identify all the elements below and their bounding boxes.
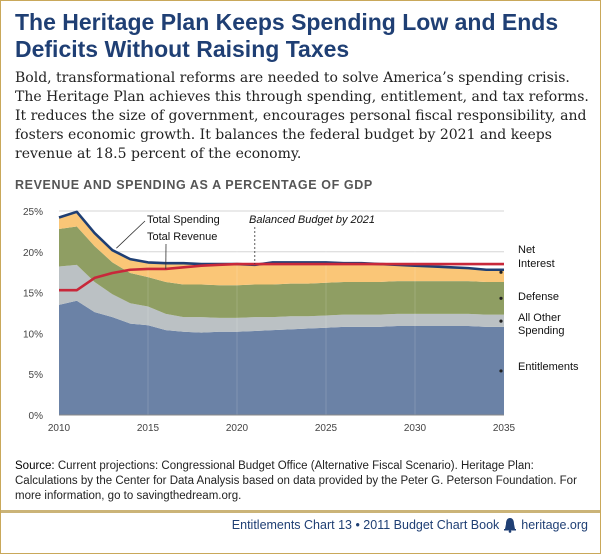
- chart-heading: REVENUE AND SPENDING AS A PERCENTAGE OF …: [15, 178, 373, 192]
- intro-paragraph: Bold, transformational reforms are neede…: [15, 70, 589, 162]
- source-note: Source: Current projections: Congression…: [15, 459, 595, 504]
- x-tick-label-2010: 2010: [48, 423, 71, 434]
- y-tick-label-0: 0%: [29, 411, 44, 422]
- page-title: The Heritage Plan Keeps Spending Low and…: [15, 9, 559, 62]
- line-total-revenue: [59, 262, 504, 292]
- heritage-link[interactable]: heritage.org: [521, 518, 588, 532]
- total-spending-leader: [116, 220, 146, 249]
- total-revenue-label: Total Revenue: [147, 231, 217, 243]
- liberty-bell-icon: [504, 518, 517, 533]
- area-net-interest: [59, 211, 504, 286]
- area-chart: 0% 5% 10% 15% 20% 25% 2010 2015 2020 2025 2030 2035…: [23, 207, 579, 434]
- source-text: Current projections: Congressional Budge…: [15, 460, 577, 502]
- net-interest-label-line2: Interest: [518, 258, 555, 270]
- axes: 0% 5% 10% 15% 20% 25% 2010 2015 2020 2025 2030 2035: [23, 207, 516, 434]
- defense-dot: [499, 296, 503, 300]
- x-tick-label-2015: 2015: [137, 423, 160, 434]
- x-tick-label-2025: 2025: [315, 423, 338, 434]
- other-spending-label-line2: Spending: [518, 325, 565, 337]
- y-tick-label-5: 5%: [29, 370, 44, 381]
- area-defense: [59, 226, 504, 318]
- entitlements-label: Entitlements: [518, 361, 579, 373]
- y-tick-label-15: 15%: [23, 289, 43, 300]
- footer: Entitlements Chart 13 • 2011 Budget Char…: [232, 517, 588, 533]
- other-spending-dot: [499, 319, 503, 323]
- x-tick-label-2030: 2030: [404, 423, 427, 434]
- x-tick-label-2035: 2035: [493, 423, 516, 434]
- area-entitlements: [59, 300, 504, 415]
- source-label: Source:: [15, 460, 55, 472]
- x-tick-label-2020: 2020: [226, 423, 249, 434]
- net-interest-dot: [499, 270, 503, 274]
- defense-label: Defense: [518, 291, 559, 303]
- line-total-spending: [58, 210, 504, 272]
- entitlements-dot: [499, 369, 503, 373]
- footer-rule: [1, 510, 600, 513]
- series-labels: Total Spending Total Revenue Balanced Bu…: [116, 214, 579, 373]
- area-all-other-spending: [59, 264, 504, 333]
- y-tick-label-20: 20%: [23, 248, 43, 259]
- net-interest-label-line1: Net: [518, 244, 535, 256]
- balanced-budget-label: Balanced Budget by 2021: [249, 214, 375, 226]
- total-lines: [58, 210, 504, 292]
- other-spending-label-line1: All Other: [518, 312, 561, 324]
- total-spending-label: Total Spending: [147, 214, 220, 226]
- y-tick-label-10: 10%: [23, 329, 43, 340]
- y-tick-label-25: 25%: [23, 207, 43, 218]
- footer-text: Entitlements Chart 13 • 2011 Budget Char…: [231, 518, 500, 532]
- stacked-areas: [59, 211, 504, 415]
